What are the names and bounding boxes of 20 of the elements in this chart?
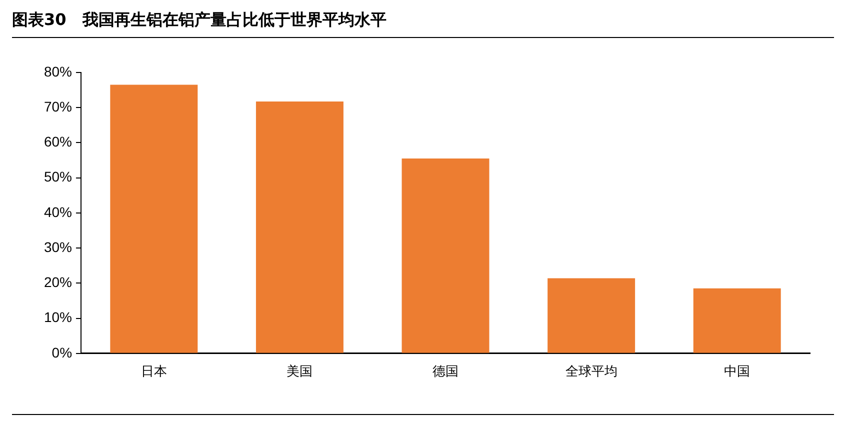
x-tick-label: 美国	[286, 364, 313, 380]
y-tick-label: 70%	[44, 98, 72, 114]
y-tick-label: 20%	[44, 274, 72, 290]
bar	[256, 102, 344, 353]
x-tick-label: 中国	[724, 364, 750, 380]
x-tick-label: 日本	[140, 364, 167, 380]
x-tick-label: 全球平均	[565, 364, 618, 380]
chart-title: 图表30 我国再生铝在铝产量占比低于世界平均水平	[12, 10, 834, 38]
y-tick-label: 60%	[44, 134, 72, 150]
bar	[402, 158, 490, 353]
bar	[110, 84, 198, 353]
y-tick-label: 80%	[44, 63, 72, 80]
y-tick-label: 50%	[44, 168, 72, 185]
y-tick-label: 30%	[44, 238, 72, 255]
bar	[693, 288, 781, 353]
y-tick-label: 0%	[52, 344, 72, 360]
y-tick-label: 10%	[44, 309, 72, 326]
x-tick-label: 德国	[432, 364, 459, 380]
y-tick-label: 40%	[44, 204, 72, 220]
bar	[548, 278, 636, 353]
